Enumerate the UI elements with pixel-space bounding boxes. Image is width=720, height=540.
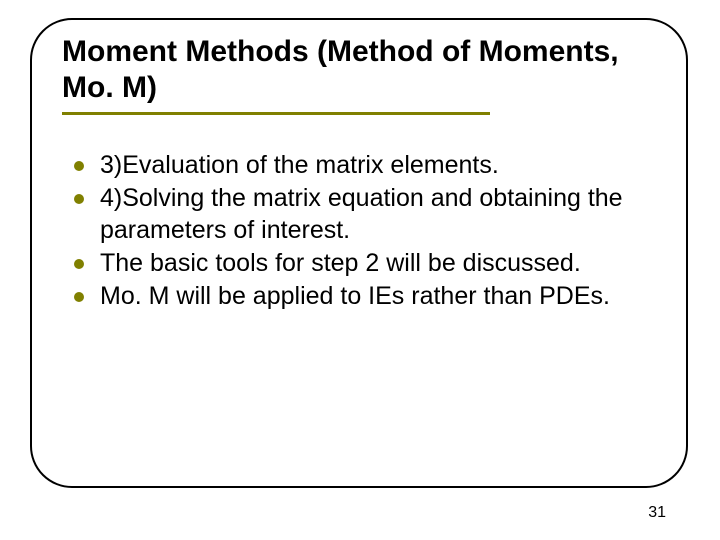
bullet-icon <box>74 161 84 171</box>
list-item: The basic tools for step 2 will be discu… <box>74 248 658 279</box>
bullet-text: 4)Solving the matrix equation and obtain… <box>100 183 658 246</box>
bullet-icon <box>74 259 84 269</box>
list-item: 3)Evaluation of the matrix elements. <box>74 150 658 181</box>
slide-title: Moment Methods (Method of Moments, Mo. M… <box>62 34 622 106</box>
bullet-icon <box>74 292 84 302</box>
slide: Moment Methods (Method of Moments, Mo. M… <box>0 0 720 540</box>
title-underline <box>62 112 490 115</box>
bullet-text: Mo. M will be applied to IEs rather than… <box>100 281 610 312</box>
bullet-text: The basic tools for step 2 will be discu… <box>100 248 581 279</box>
list-item: 4)Solving the matrix equation and obtain… <box>74 183 658 246</box>
title-block: Moment Methods (Method of Moments, Mo. M… <box>62 34 622 115</box>
bullet-icon <box>74 194 84 204</box>
body-block: 3)Evaluation of the matrix elements. 4)S… <box>74 150 658 314</box>
bullet-text: 3)Evaluation of the matrix elements. <box>100 150 499 181</box>
page-number: 31 <box>648 504 666 522</box>
list-item: Mo. M will be applied to IEs rather than… <box>74 281 658 312</box>
